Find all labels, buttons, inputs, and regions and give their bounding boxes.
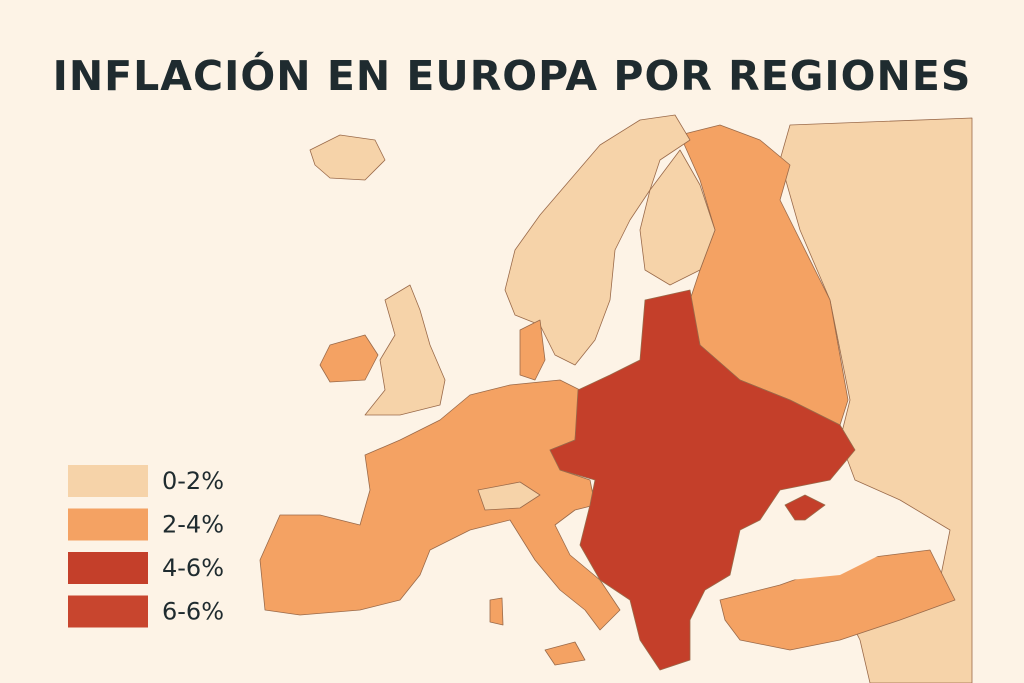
region (309, 134, 386, 181)
legend-swatch (68, 508, 148, 541)
region (519, 319, 546, 381)
region (639, 149, 716, 286)
region (784, 494, 826, 521)
legend-label: 4-6% (162, 554, 224, 582)
region (779, 117, 973, 683)
region (549, 289, 856, 671)
legend-swatch (68, 552, 148, 584)
sea (745, 520, 880, 580)
legend-swatch (68, 465, 148, 497)
legend-label: 2-4% (162, 511, 224, 539)
region (319, 334, 379, 383)
region (544, 641, 586, 666)
legend-label: 0-2% (162, 467, 224, 495)
legend-label: 6-6% (162, 598, 224, 626)
title: INFLACIÓN EN EUROPA POR REGIONES (53, 52, 972, 100)
legend-swatch (68, 595, 148, 628)
map (259, 114, 973, 683)
region (364, 284, 446, 416)
region (489, 597, 504, 626)
legend: 0-2% 2-4% 4-6% 6-6% (68, 465, 224, 628)
region (477, 481, 541, 511)
